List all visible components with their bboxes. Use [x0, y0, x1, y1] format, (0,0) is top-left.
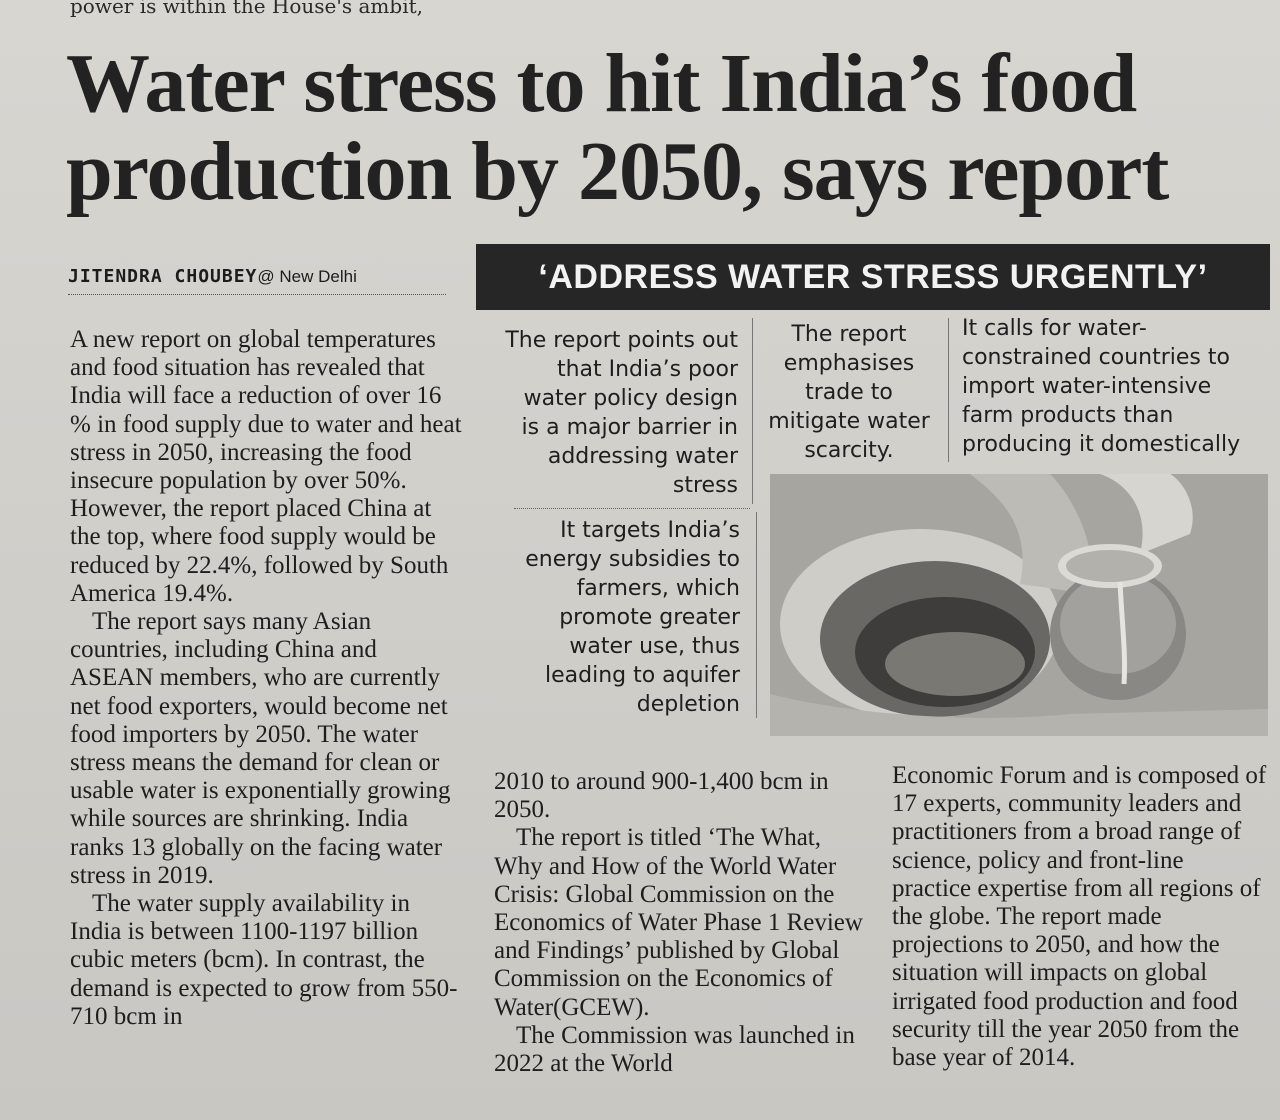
- headline-line-2: production by 2050, says report: [66, 125, 1169, 218]
- col1-paragraph-3: The water supply availability in India i…: [70, 890, 458, 1030]
- article-column-3: Economic Forum and is composed of 17 exp…: [892, 762, 1268, 1072]
- factbox-divider-3: [514, 508, 750, 509]
- news-photo-water-pot: [770, 474, 1268, 736]
- factbox-point-3: It calls for water-constrained countries…: [962, 316, 1241, 457]
- factbox-point-1: The report points out that India’s poor …: [505, 328, 738, 498]
- article-headline: Water stress to hit India’s food product…: [66, 40, 1186, 216]
- factbox-point-2: The report emphasises trade to mitigate …: [768, 322, 930, 463]
- previous-article-fragment: power is within the House's ambit,: [70, 0, 423, 18]
- factbox-point-4: It targets India’s energy subsidies to f…: [525, 518, 740, 717]
- factbox-divider-4: [756, 512, 757, 718]
- headline-line-1: Water stress to hit India’s food: [66, 37, 1137, 130]
- col3-paragraph-1: Economic Forum and is composed of 17 exp…: [892, 762, 1267, 1072]
- col1-paragraph-2: The report says many Asian countries, in…: [70, 608, 451, 889]
- factbox-divider-1: [752, 318, 753, 504]
- col2-paragraph-1: 2010 to around 900-1,400 bcm in 2050.: [494, 768, 829, 824]
- byline-location: @ New Delhi: [257, 267, 357, 286]
- col2-paragraph-3: The Commission was launched in 2022 at t…: [494, 1021, 855, 1078]
- factbox-divider-2: [948, 318, 949, 462]
- byline-author: JITENDRA CHOUBEY: [68, 266, 258, 287]
- col1-paragraph-1: A new report on global temperatures and …: [70, 326, 462, 607]
- col2-paragraph-2: The report is titled ‘The What, Why and …: [494, 824, 863, 1021]
- article-column-1: A new report on global temperatures and …: [70, 326, 462, 1031]
- article-column-2: 2010 to around 900-1,400 bcm in 2050. Th…: [494, 768, 866, 1078]
- byline: JITENDRA CHOUBEY@ New Delhi: [68, 266, 446, 295]
- factbox-title: ‘ADDRESS WATER STRESS URGENTLY’: [476, 244, 1270, 310]
